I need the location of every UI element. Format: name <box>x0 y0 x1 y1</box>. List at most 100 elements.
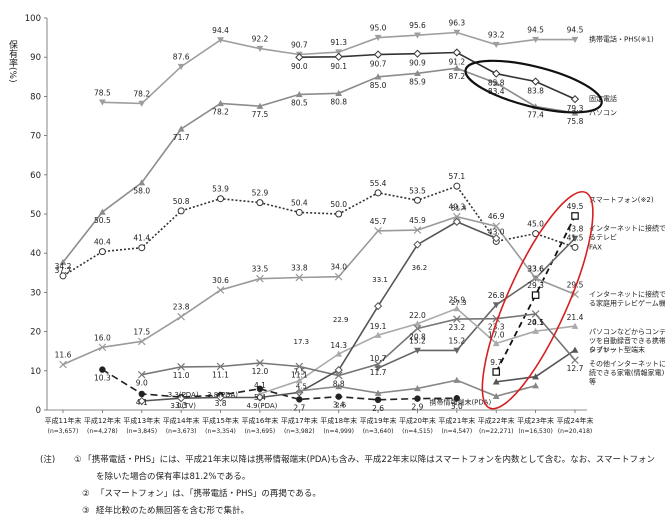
series-9-value-label: 11.0 <box>173 371 190 380</box>
annotation-label: 4.9(PDA) <box>246 402 277 410</box>
series-8-point <box>571 346 579 353</box>
line-chart: 0 10 20 30 40 50 60 70 80 90 100 保有率(%) 平成11年末 (n=3,6… <box>7 14 665 435</box>
series-10-point <box>138 390 145 398</box>
highlight-ellipse-red <box>481 190 594 410</box>
series-1-value-label: 90.0 <box>291 62 308 71</box>
note-2-number: ② <box>82 489 90 499</box>
series-7-value-label: 4.1 <box>254 381 266 390</box>
series-3-value-label: 52.9 <box>252 189 269 198</box>
series-1-point <box>334 52 343 61</box>
annotation-label: 36.2 <box>412 264 428 272</box>
series-4-point <box>492 368 501 376</box>
series-5-value-label: 43.8 <box>567 224 584 233</box>
series-11-point <box>255 393 265 402</box>
series-4-value-label: 9.7 <box>490 358 502 367</box>
series-6-value-label: 16.0 <box>94 333 111 342</box>
series-2-value-label: 85.9 <box>409 77 426 86</box>
series-1-point <box>492 69 501 78</box>
annotation-label: 27.3 <box>451 299 467 307</box>
series-5-point <box>453 347 461 354</box>
series-10-point <box>256 385 264 393</box>
series-3-value-label: 43.0 <box>488 227 505 236</box>
series-0-value-label: 93.2 <box>488 31 505 40</box>
series-11-point <box>177 394 186 403</box>
series-7-value-label: 20.1 <box>527 318 544 327</box>
x-sample-size: (n=4,547) <box>441 428 472 435</box>
series-7-point <box>571 322 579 329</box>
series-3-group <box>62 185 576 277</box>
legend-label-series-6: インターネットに接続でき <box>589 289 665 298</box>
series-2-point <box>177 125 185 132</box>
series-5-value-label: 15.2 <box>409 336 426 345</box>
series-1-point <box>570 95 580 104</box>
series-8-point <box>492 378 500 385</box>
series-6-point <box>492 222 501 230</box>
series-1-value-label: 90.1 <box>330 62 347 71</box>
series-2-line <box>62 67 576 263</box>
series-3-value-label: 45.0 <box>527 220 544 229</box>
x-sample-size: (n=3,982) <box>284 428 315 435</box>
series-3-point <box>256 199 264 207</box>
annotation-label: 17.3 <box>294 338 310 346</box>
series-2-point <box>492 79 500 86</box>
series-9-point <box>453 315 461 323</box>
note-1-number: ① <box>73 455 82 465</box>
series-11-point <box>492 234 501 243</box>
series-10-point <box>296 396 303 403</box>
series-9-point <box>531 310 540 318</box>
series-10-point <box>414 395 421 402</box>
series-5-point <box>374 365 382 372</box>
series-6-point <box>98 343 107 352</box>
legend-label-series-9: 続できる家電(情報家電) <box>589 368 665 377</box>
series-3-value-label: 50.8 <box>173 197 190 206</box>
series-7-value-label: 14.3 <box>330 341 347 350</box>
series-6-point <box>216 286 225 294</box>
series-3-point <box>177 207 185 215</box>
series-2-point <box>59 258 67 265</box>
series-3-point <box>453 182 461 190</box>
series-6-value-label: 23.8 <box>173 303 190 312</box>
series-5-point <box>492 302 500 309</box>
series-9-point <box>295 362 304 371</box>
series-6-point <box>256 274 264 283</box>
series-1-line <box>299 51 576 100</box>
series-7-value-label: 17.0 <box>488 330 505 339</box>
series-3-value-label: 34.2 <box>55 262 72 271</box>
series-2-point <box>374 73 382 80</box>
series-7-value-label: 19.1 <box>370 322 387 331</box>
series-3-value-label: 40.4 <box>94 238 111 247</box>
series-6-value-label: 33.8 <box>291 264 308 273</box>
series-0-value-label: 90.7 <box>291 40 308 49</box>
series-0-point <box>492 41 500 49</box>
series-0-point <box>256 45 264 52</box>
series-7-point <box>532 327 540 334</box>
series-9-value-label: 12.7 <box>567 364 584 373</box>
series-11-point <box>413 240 422 249</box>
x-tick-label: 平成22年末 <box>478 416 515 425</box>
series-6-value-label: 34.0 <box>330 263 347 272</box>
series-10-value-label: 2.9 <box>411 403 423 412</box>
series-9-point <box>571 356 579 365</box>
note-2-text: 「スマートフォン」は、「携帯電話・PHS」の再掲である。 <box>96 489 321 499</box>
series-6-value-label: 29.5 <box>567 280 584 289</box>
series-2-value-label: 50.5 <box>94 216 111 225</box>
series-11-line <box>141 220 497 402</box>
series-3-value-label: 50.0 <box>330 200 347 209</box>
series-9-value-label: 11.7 <box>370 368 387 377</box>
series-9-line <box>141 313 576 377</box>
series-3-line <box>62 185 576 277</box>
x-tick-label: 平成18年末 <box>320 416 357 425</box>
y-tick-label: 100 <box>25 14 41 24</box>
series-7-point <box>295 377 303 384</box>
x-tick-label: 平成21年末 <box>438 416 475 425</box>
x-tick-label: 平成11年末 <box>45 416 82 425</box>
series-6-value-label: 11.6 <box>55 351 72 360</box>
series-1-point <box>295 53 304 62</box>
series-0-value-label: 91.3 <box>330 38 347 47</box>
series-2-point <box>414 69 421 76</box>
series-6-value-label: 45.9 <box>409 216 426 225</box>
note-label: (注) <box>40 455 56 465</box>
series-2-point <box>295 91 303 98</box>
series-0-value-label: 78.5 <box>94 88 111 97</box>
series-10-value-label: 3.0 <box>451 402 463 411</box>
